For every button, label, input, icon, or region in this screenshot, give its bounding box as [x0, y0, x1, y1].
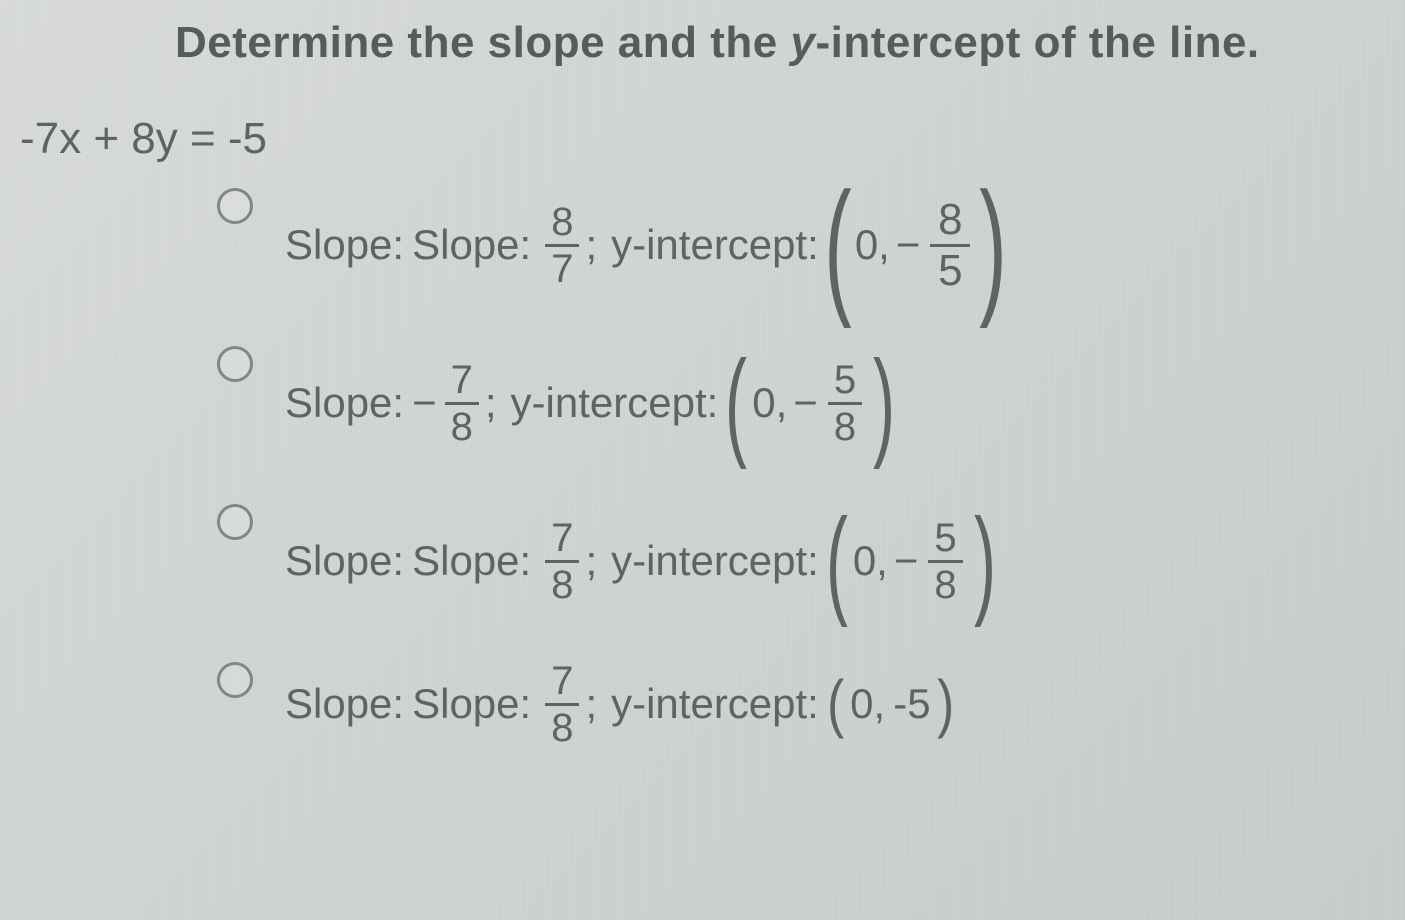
option-d: Slope: Slope: 7 8 ; y-intercept: ( 0, -5… — [217, 644, 1365, 764]
title-var-y: y — [790, 18, 815, 67]
frac-num: 7 — [445, 358, 479, 402]
slope-fraction: 8 7 — [545, 200, 579, 291]
title-text-1: Determine the slope and the — [175, 18, 790, 67]
yint-label: y-intercept: — [611, 224, 819, 266]
zero-comma: 0, — [855, 224, 890, 266]
option-c: Slope: Slope: 7 8 ; y-intercept: ( 0, − … — [217, 486, 1365, 636]
yint-label: y-intercept: — [611, 540, 819, 582]
frac-num: 5 — [928, 516, 962, 560]
option-b: Slope: − 7 8 ; y-intercept: ( 0, − 5 — [217, 328, 1365, 478]
minus-sign: − — [894, 540, 919, 582]
radio-c[interactable] — [217, 504, 253, 540]
semicolon: ; — [585, 224, 597, 266]
paren-inner: 0, − 5 8 — [746, 358, 874, 449]
zero-comma: 0, — [752, 382, 787, 424]
radio-a[interactable] — [217, 188, 253, 224]
frac-num: 5 — [828, 358, 862, 402]
minus-sign: − — [793, 382, 818, 424]
lparen-icon: ( — [826, 513, 848, 609]
option-a-body: Slope: Slope: 8 7 ; y-intercept: ( 0, − … — [285, 170, 1004, 320]
intercept-fraction: 8 5 — [930, 196, 970, 295]
intercept-paren: ( 0, − 8 5 ) — [827, 185, 1004, 305]
intercept-fraction: 5 8 — [928, 516, 962, 607]
frac-num: 7 — [545, 516, 579, 560]
frac-num: 8 — [545, 200, 579, 244]
semicolon: ; — [485, 382, 497, 424]
slope-label: Slope: — [285, 382, 404, 424]
intercept-paren: ( 0, − 5 8 ) — [827, 513, 995, 609]
slope-label: Slope: — [285, 224, 404, 266]
intercept-paren: ( 0, − 5 8 ) — [726, 355, 894, 451]
frac-den: 8 — [545, 563, 579, 607]
frac-den: 7 — [545, 247, 579, 291]
intercept-paren: ( 0, -5 ) — [827, 678, 954, 729]
option-b-body: Slope: − 7 8 ; y-intercept: ( 0, − 5 — [285, 328, 894, 478]
frac-den: 8 — [828, 405, 862, 449]
lparen-icon: ( — [725, 355, 747, 451]
slope-fraction: 7 8 — [445, 358, 479, 449]
semicolon: ; — [585, 683, 597, 725]
yint-label: y-intercept: — [611, 683, 819, 725]
frac-den: 5 — [932, 247, 968, 295]
question-block: Determine the slope and the y-intercept … — [0, 0, 1405, 764]
paren-inner: 0, -5 — [844, 683, 936, 725]
title-text-2: -intercept of the line. — [815, 18, 1259, 67]
equation-text: -7x + 8y = -5 — [15, 114, 1365, 164]
yint-label: y-intercept: — [511, 382, 719, 424]
zero-comma: 0, — [853, 540, 888, 582]
radio-d[interactable] — [217, 662, 253, 698]
intercept-value: -5 — [893, 683, 930, 725]
slope-label: Slope: — [285, 683, 404, 725]
intercept-fraction: 5 8 — [828, 358, 862, 449]
paren-inner: 0, − 8 5 — [849, 196, 983, 295]
zero-comma: 0, — [850, 683, 885, 725]
radio-b[interactable] — [217, 346, 253, 382]
option-a: Slope: Slope: 8 7 ; y-intercept: ( 0, − … — [217, 170, 1365, 320]
question-title: Determine the slope and the y-intercept … — [175, 18, 1365, 68]
frac-num: 7 — [545, 659, 579, 703]
slope-label-dup: Slope: — [412, 683, 531, 725]
rparen-icon: ) — [873, 355, 895, 451]
slope-label: Slope: — [285, 540, 404, 582]
frac-den: 8 — [928, 563, 962, 607]
frac-num: 8 — [932, 196, 968, 244]
slope-label-dup: Slope: — [412, 224, 531, 266]
lparen-icon: ( — [824, 185, 851, 305]
slope-fraction: 7 8 — [545, 516, 579, 607]
options-group: Slope: Slope: 8 7 ; y-intercept: ( 0, − … — [217, 170, 1365, 764]
minus-sign: − — [896, 224, 921, 266]
slope-sign: − — [412, 382, 437, 424]
frac-den: 8 — [445, 405, 479, 449]
rparen-icon: ) — [937, 678, 954, 729]
slope-fraction: 7 8 — [545, 659, 579, 750]
frac-den: 8 — [545, 706, 579, 750]
lparen-icon: ( — [827, 678, 844, 729]
option-c-body: Slope: Slope: 7 8 ; y-intercept: ( 0, − … — [285, 486, 995, 636]
semicolon: ; — [585, 540, 597, 582]
rparen-icon: ) — [974, 513, 996, 609]
paren-inner: 0, − 5 8 — [847, 516, 975, 607]
option-d-body: Slope: Slope: 7 8 ; y-intercept: ( 0, -5… — [285, 644, 954, 764]
rparen-icon: ) — [980, 185, 1007, 305]
slope-label-dup: Slope: — [412, 540, 531, 582]
